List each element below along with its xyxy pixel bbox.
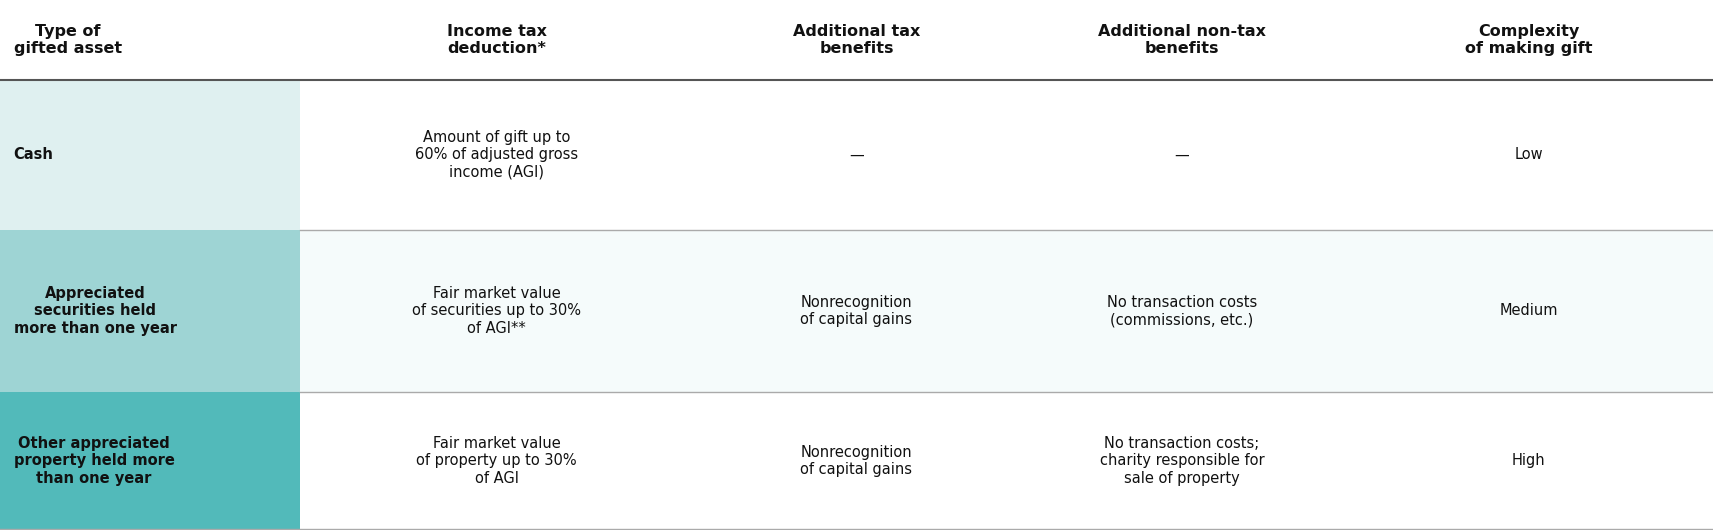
Text: Medium: Medium	[1499, 304, 1559, 319]
Bar	[0, 392, 1713, 530]
Text: Additional tax
benefits: Additional tax benefits	[793, 24, 920, 56]
Text: —: —	[850, 147, 863, 163]
Text: Nonrecognition
of capital gains: Nonrecognition of capital gains	[800, 295, 913, 327]
Text: High: High	[1513, 454, 1545, 469]
Bar	[0, 230, 1713, 392]
Text: Cash: Cash	[14, 147, 53, 163]
Text: Low: Low	[1514, 147, 1543, 163]
Text: Fair market value
of property up to 30%
of AGI: Fair market value of property up to 30% …	[416, 436, 577, 486]
Text: Income tax
deduction*: Income tax deduction*	[447, 24, 546, 56]
Text: No transaction costs
(commissions, etc.): No transaction costs (commissions, etc.)	[1107, 295, 1257, 327]
Bar	[0, 80, 300, 230]
Text: No transaction costs;
charity responsible for
sale of property: No transaction costs; charity responsibl…	[1100, 436, 1264, 486]
Text: Complexity
of making gift: Complexity of making gift	[1465, 24, 1593, 56]
Text: Fair market value
of securities up to 30%
of AGI**: Fair market value of securities up to 30…	[413, 286, 581, 336]
Text: Amount of gift up to
60% of adjusted gross
income (AGI): Amount of gift up to 60% of adjusted gro…	[415, 130, 579, 180]
Text: Appreciated
securities held
more than one year: Appreciated securities held more than on…	[14, 286, 176, 336]
Bar	[0, 80, 1713, 230]
Bar	[0, 392, 300, 530]
Bar	[0, 230, 300, 392]
Text: Type of
gifted asset: Type of gifted asset	[14, 24, 122, 56]
Text: Nonrecognition
of capital gains: Nonrecognition of capital gains	[800, 445, 913, 477]
Text: —: —	[1175, 147, 1189, 163]
Text: Other appreciated
property held more
than one year: Other appreciated property held more tha…	[14, 436, 175, 486]
Text: Additional non-tax
benefits: Additional non-tax benefits	[1098, 24, 1266, 56]
